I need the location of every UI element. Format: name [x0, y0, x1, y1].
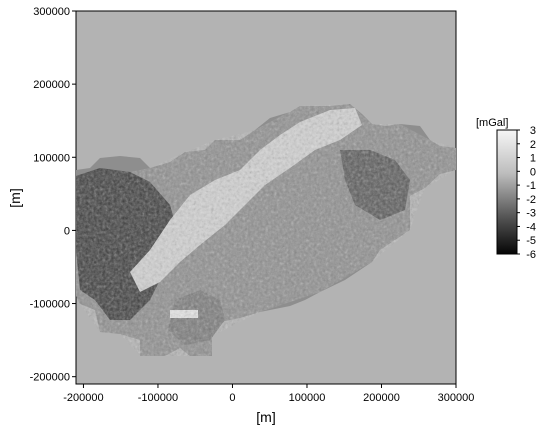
colorbar-ramp	[496, 129, 518, 255]
anomaly-region	[76, 104, 456, 356]
colorbar-tick-label: -2	[526, 194, 536, 206]
x-axis: -200000 -100000 0 100000 200000 300000	[63, 384, 474, 404]
y-axis-title: [m]	[7, 188, 23, 207]
x-tick-label: -200000	[63, 392, 103, 404]
colorbar-ticks: 3 2 10 -1 -2 -3-4 -5 -6	[517, 125, 536, 261]
x-tick-label: 200000	[363, 392, 400, 404]
y-axis: 300000 200000 100000 0 -100000 -200000	[30, 6, 76, 384]
colorbar-tick-label: -4	[526, 221, 536, 233]
texture-overlay	[76, 104, 456, 356]
y-tick-label: -100000	[30, 299, 70, 311]
x-tick-label: 0	[229, 392, 235, 404]
colorbar-tick-label: 2	[530, 139, 536, 151]
colorbar: [mGal] 3 2 10 -1 -2 -3-4 -5 -6	[476, 117, 536, 261]
x-axis-title: [m]	[256, 409, 275, 425]
y-tick-label: 200000	[33, 79, 70, 91]
colorbar-unit: [mGal]	[476, 117, 508, 129]
colorbar-tick-label: 0	[530, 166, 536, 178]
y-tick-label: 100000	[33, 152, 70, 164]
y-tick-label: -200000	[30, 372, 70, 384]
colorbar-tick-label: -6	[526, 249, 536, 261]
x-tick-label: 300000	[438, 392, 475, 404]
x-tick-label: 100000	[289, 392, 326, 404]
colorbar-tick-label: -1	[526, 180, 536, 192]
colorbar-tick-label: -3	[526, 208, 536, 220]
colorbar-tick-label: 1	[530, 153, 536, 165]
x-tick-label: -100000	[138, 392, 178, 404]
colorbar-tick-label: -5	[526, 235, 536, 247]
y-tick-label: 300000	[33, 6, 70, 18]
y-tick-label: 0	[64, 225, 70, 237]
colorbar-tick-label: 3	[530, 125, 536, 137]
